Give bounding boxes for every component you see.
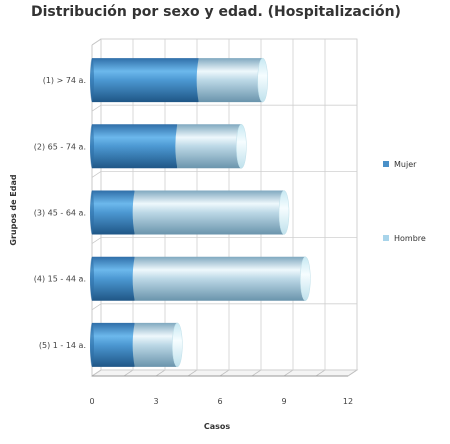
- gridline-category-depth: [91, 369, 102, 377]
- x-axis-title: Casos: [204, 422, 231, 431]
- legend-label-mujer: Mujer: [394, 160, 417, 169]
- gridline-depth: [315, 369, 326, 377]
- gridline-category-depth: [91, 104, 102, 112]
- gridline-category-depth: [91, 303, 102, 311]
- bar-start-cap: [90, 190, 94, 235]
- gridline-depth: [123, 369, 134, 377]
- x-tick-label: 9: [281, 397, 286, 406]
- bar-segment-hombre: [196, 58, 263, 103]
- y-tick-label: (1) > 74 a.: [43, 76, 86, 85]
- gridline-depth: [219, 369, 230, 377]
- gridline-depth: [283, 369, 294, 377]
- chart-title: Distribución por sexo y edad. (Hospitali…: [31, 4, 401, 20]
- bar-segment-hombre: [132, 190, 284, 235]
- gridline-category-depth: [91, 237, 102, 244]
- bars: [90, 57, 311, 368]
- axis-labels: 0 3 6 9 12 (1) > 74 a. (2) 65 - 74 a. (3) 45 - …: [34, 76, 353, 406]
- x-tick-label: 0: [89, 397, 94, 406]
- legend-swatch-mujer: [383, 161, 389, 167]
- y-tick-label: (2) 65 - 74 a.: [34, 142, 86, 151]
- bar-end-cap: [236, 124, 247, 169]
- y-tick-label: (3) 45 - 64 a.: [34, 209, 86, 218]
- x-tick-label: 12: [343, 397, 353, 406]
- gridline-depth: [187, 369, 198, 377]
- x-tick-label: 6: [217, 397, 222, 406]
- bar-start-cap: [90, 124, 94, 169]
- bar-segment-mujer: [90, 256, 135, 301]
- bar-end-cap: [278, 190, 290, 235]
- gridline-depth: [347, 369, 358, 377]
- legend-label-hombre: Hombre: [394, 234, 426, 243]
- y-axis-title: Grupos de Edad: [9, 174, 18, 246]
- x-tick-label: 3: [153, 397, 158, 406]
- legend-swatch-hombre: [383, 235, 389, 241]
- bar-end-cap: [257, 57, 268, 103]
- bar-segment-mujer: [90, 322, 135, 367]
- bar-segment-mujer: [90, 124, 178, 169]
- bar-segment-mujer: [90, 190, 135, 235]
- bar-segment-hombre: [132, 256, 306, 301]
- bar-start-cap: [90, 58, 94, 103]
- y-tick-label: (5) 1 - 14 a.: [39, 341, 86, 350]
- gridline-depth: [251, 369, 262, 377]
- bar-segment-mujer: [90, 58, 199, 103]
- bar-start-cap: [90, 322, 94, 367]
- gridline-depth: [155, 369, 166, 377]
- gridline-category-depth: [91, 38, 102, 46]
- y-tick-label: (4) 15 - 44 a.: [34, 275, 86, 284]
- bar-segment-hombre: [175, 124, 242, 169]
- legend: Mujer Hombre: [383, 160, 426, 243]
- bar-start-cap: [90, 256, 94, 301]
- bar-segment-hombre: [132, 322, 178, 367]
- bar-end-cap: [300, 256, 311, 301]
- bar-end-cap: [172, 322, 183, 368]
- gridline-category-depth: [91, 171, 102, 178]
